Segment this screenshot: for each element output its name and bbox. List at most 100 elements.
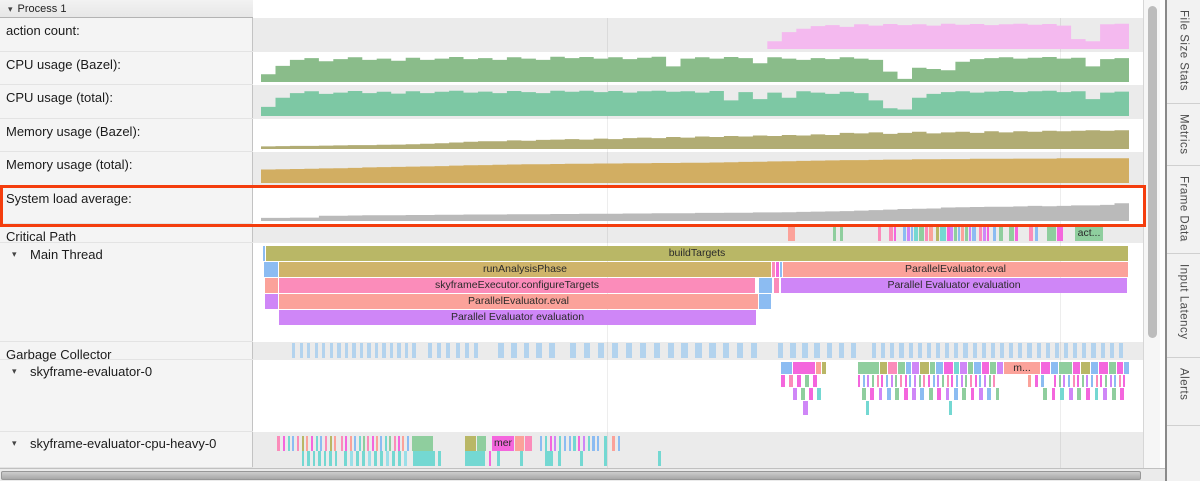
- trace-slice[interactable]: [695, 343, 702, 358]
- trace-slice[interactable]: [979, 375, 982, 387]
- trace-slice[interactable]: [1117, 362, 1123, 374]
- trace-slice[interactable]: [1081, 362, 1090, 374]
- trace-slice[interactable]: [999, 226, 1003, 241]
- trace-slice[interactable]: [312, 451, 316, 466]
- trace-slice[interactable]: [990, 343, 995, 358]
- trace-slice[interactable]: [277, 436, 280, 451]
- trace-slice[interactable]: [412, 343, 416, 358]
- trace-slice[interactable]: [397, 436, 400, 451]
- trace-slice[interactable]: [961, 226, 964, 241]
- trace-slice[interactable]: [1091, 375, 1094, 387]
- trace-slice[interactable]: [265, 278, 278, 293]
- trace-slice[interactable]: [880, 362, 887, 374]
- trace-slice[interactable]: [611, 343, 619, 358]
- trace-slice[interactable]: [318, 451, 321, 466]
- trace-slice[interactable]: [1094, 388, 1099, 400]
- trace-slice[interactable]: [833, 226, 836, 241]
- trace-slice[interactable]: [972, 226, 976, 241]
- trace-slice[interactable]: [371, 436, 374, 451]
- trace-slice[interactable]: [523, 343, 530, 358]
- trace-slice[interactable]: [1109, 375, 1112, 387]
- trace-slice[interactable]: [987, 388, 992, 400]
- trace-slice[interactable]: [307, 343, 311, 358]
- trace-slice[interactable]: [888, 362, 897, 374]
- trace-slice[interactable]: [376, 436, 378, 451]
- trace-slice[interactable]: [1041, 375, 1045, 387]
- trace-slice[interactable]: [325, 436, 328, 451]
- trace-slice[interactable]: skyframeExecutor.configureTargets: [279, 278, 755, 293]
- trace-slice[interactable]: [914, 375, 917, 387]
- trace-slice[interactable]: [329, 343, 334, 358]
- trace-slice[interactable]: [329, 436, 332, 451]
- trace-slice[interactable]: [681, 343, 688, 358]
- trace-slice[interactable]: [583, 343, 591, 358]
- trace-slice[interactable]: [1123, 375, 1126, 387]
- trace-slice[interactable]: [953, 388, 958, 400]
- trace-slice[interactable]: [958, 226, 960, 241]
- trace-slice[interactable]: [912, 388, 916, 400]
- trace-slice[interactable]: [936, 226, 939, 241]
- trace-slice[interactable]: [723, 343, 730, 358]
- trace-slice[interactable]: [1120, 388, 1125, 400]
- trace-slice[interactable]: [936, 343, 941, 358]
- trace-slice[interactable]: [904, 375, 907, 387]
- collapse-arrow-icon[interactable]: ▾: [8, 4, 13, 14]
- trace-slice[interactable]: [1072, 375, 1075, 387]
- trace-slice[interactable]: [307, 451, 310, 466]
- trace-slice[interactable]: [920, 362, 929, 374]
- trace-slice[interactable]: [709, 343, 716, 358]
- trace-slice[interactable]: [540, 436, 543, 451]
- trace-slice[interactable]: [780, 262, 782, 277]
- trace-slice[interactable]: [889, 226, 893, 241]
- trace-slice[interactable]: [1077, 375, 1080, 387]
- counter-chart-2[interactable]: [261, 90, 1129, 116]
- vertical-scrollbar-thumb[interactable]: [1148, 6, 1157, 338]
- trace-slice[interactable]: [359, 343, 364, 358]
- trace-slice[interactable]: [993, 226, 996, 241]
- trace-slice[interactable]: [465, 436, 476, 451]
- trace-slice[interactable]: [993, 375, 996, 387]
- trace-slice[interactable]: [592, 436, 595, 451]
- trace-slice[interactable]: [297, 436, 300, 451]
- tab-file-size-stats[interactable]: File Size Stats: [1167, 0, 1200, 104]
- trace-slice[interactable]: [886, 375, 889, 387]
- trace-slice[interactable]: [402, 436, 405, 451]
- trace-slice[interactable]: [909, 375, 912, 387]
- trace-slice[interactable]: [315, 436, 318, 451]
- counter-chart-4[interactable]: [261, 157, 1129, 183]
- trace-slice[interactable]: [559, 436, 562, 451]
- counter-chart-3[interactable]: [261, 123, 1129, 149]
- trace-slice[interactable]: ParallelEvaluator.eval: [783, 262, 1128, 277]
- trace-slice[interactable]: [334, 451, 337, 466]
- trace-slice[interactable]: [1118, 343, 1123, 358]
- trace-slice[interactable]: [1058, 375, 1061, 387]
- trace-slice[interactable]: [954, 343, 959, 358]
- trace-slice[interactable]: [1051, 362, 1058, 374]
- trace-slice[interactable]: [895, 375, 898, 387]
- trace-slice[interactable]: [903, 388, 908, 400]
- trace-slice[interactable]: [578, 436, 581, 451]
- trace-slice[interactable]: [1086, 388, 1090, 400]
- trace-slice[interactable]: [1114, 375, 1117, 387]
- trace-slice[interactable]: [790, 343, 796, 358]
- trace-slice[interactable]: [788, 226, 795, 241]
- counter-chart-5[interactable]: [261, 195, 1129, 221]
- trace-slice[interactable]: [878, 388, 883, 400]
- trace-slice[interactable]: [1073, 362, 1080, 374]
- trace-slice[interactable]: [536, 343, 543, 358]
- trace-slice[interactable]: [455, 343, 460, 358]
- trace-slice[interactable]: [926, 343, 931, 358]
- trace-slice[interactable]: [299, 343, 303, 358]
- trace-slice[interactable]: [1015, 226, 1018, 241]
- trace-slice[interactable]: [358, 436, 361, 451]
- trace-slice[interactable]: [368, 451, 371, 466]
- trace-slice[interactable]: [900, 375, 903, 387]
- trace-slice[interactable]: [793, 362, 815, 374]
- trace-slice[interactable]: [398, 451, 401, 466]
- trace-slice[interactable]: [898, 362, 905, 374]
- trace-slice[interactable]: [525, 436, 532, 451]
- trace-slice[interactable]: [1047, 226, 1056, 241]
- trace-slice[interactable]: [438, 451, 441, 466]
- trace-slice[interactable]: [597, 436, 600, 451]
- trace-slice[interactable]: [947, 226, 950, 241]
